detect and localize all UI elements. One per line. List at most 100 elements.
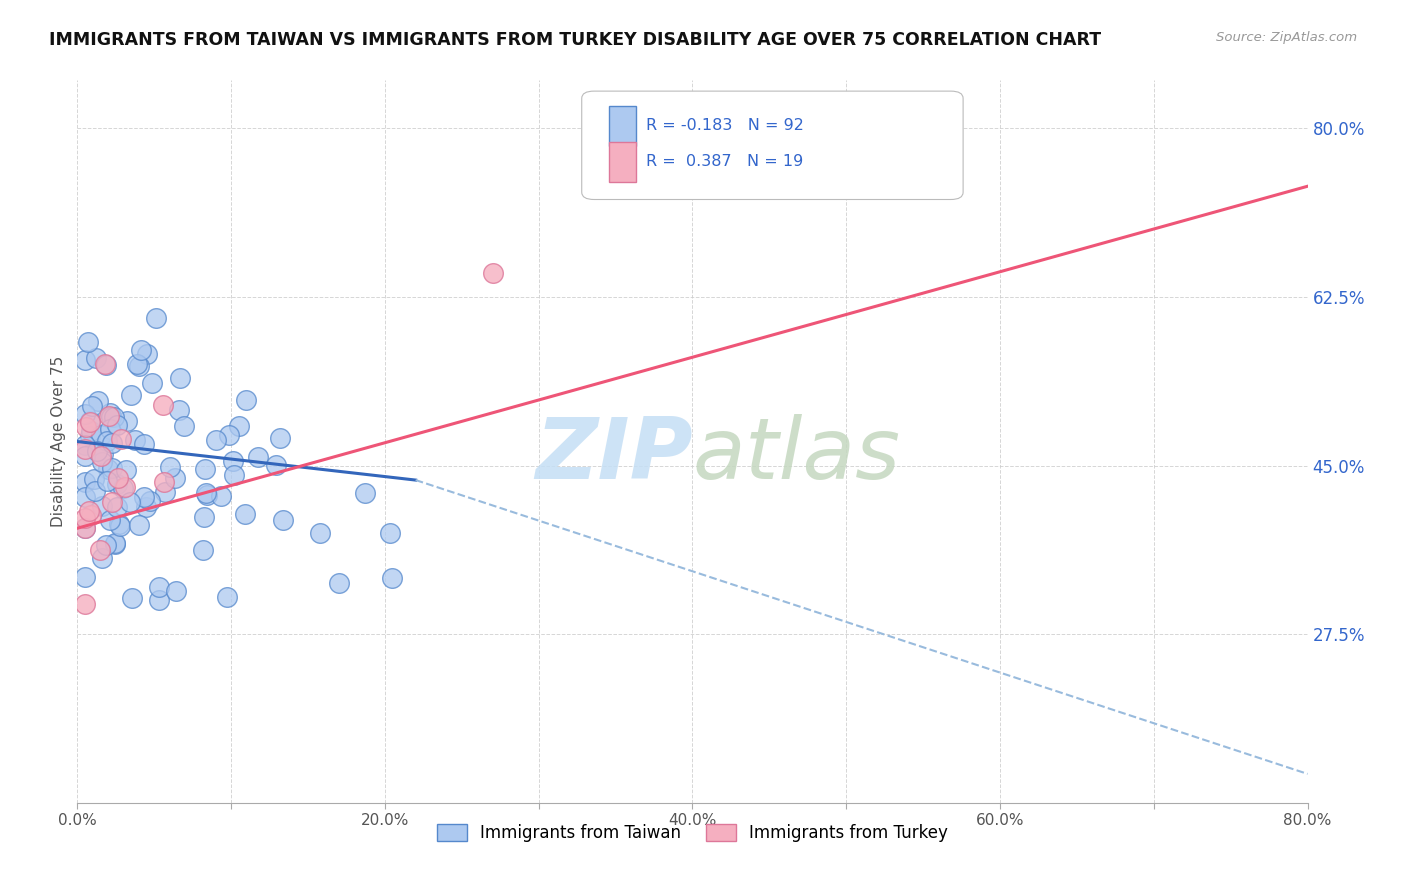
Point <box>83 484 105 499</box>
Point <box>90 449 112 463</box>
Point <box>94 358 117 372</box>
Point <box>209 489 232 503</box>
Point <box>98 513 121 527</box>
Point <box>222 454 245 468</box>
Point <box>104 535 127 549</box>
Point <box>269 431 291 445</box>
Point <box>271 513 294 527</box>
Point <box>378 526 401 541</box>
Point <box>481 266 503 280</box>
Point <box>73 490 96 504</box>
Point <box>148 592 170 607</box>
Point <box>191 543 214 558</box>
Point <box>264 458 287 472</box>
Point <box>86 394 108 409</box>
Point <box>73 438 96 452</box>
FancyBboxPatch shape <box>582 91 963 200</box>
Point <box>121 591 143 605</box>
Text: ZIP: ZIP <box>534 415 693 498</box>
Point <box>328 575 350 590</box>
Point <box>73 442 96 456</box>
Point <box>205 433 228 447</box>
Bar <box>609 142 636 182</box>
Point <box>97 409 120 423</box>
Point <box>77 335 100 350</box>
Point <box>79 414 101 428</box>
Point <box>125 357 148 371</box>
Point <box>73 511 96 525</box>
Point <box>96 434 118 449</box>
Point <box>167 403 190 417</box>
Point <box>105 500 128 515</box>
Point <box>381 571 404 585</box>
Point <box>121 388 143 402</box>
Point <box>134 437 156 451</box>
Point <box>73 521 96 535</box>
Point <box>79 415 101 429</box>
Point <box>73 598 96 612</box>
Point <box>110 432 132 446</box>
Point <box>165 471 187 485</box>
Point <box>354 486 377 500</box>
Text: Source: ZipAtlas.com: Source: ZipAtlas.com <box>1216 31 1357 45</box>
Point <box>153 475 176 490</box>
Point <box>100 410 122 425</box>
Point <box>115 414 138 428</box>
Point <box>94 357 117 371</box>
Point <box>173 418 195 433</box>
Legend: Immigrants from Taiwan, Immigrants from Turkey: Immigrants from Taiwan, Immigrants from … <box>430 817 955 848</box>
Point <box>108 519 131 533</box>
Text: atlas: atlas <box>693 415 900 498</box>
Point <box>148 580 170 594</box>
Point <box>131 343 153 358</box>
Point <box>169 371 191 385</box>
Point <box>77 504 100 518</box>
Point <box>73 475 96 490</box>
Point <box>90 499 112 513</box>
Point <box>218 428 240 442</box>
Text: IMMIGRANTS FROM TAIWAN VS IMMIGRANTS FROM TURKEY DISABILITY AGE OVER 75 CORRELAT: IMMIGRANTS FROM TAIWAN VS IMMIGRANTS FRO… <box>49 31 1101 49</box>
Point <box>104 536 127 550</box>
Point <box>159 459 181 474</box>
Point <box>120 495 142 509</box>
Point <box>79 508 101 522</box>
Point <box>108 516 131 531</box>
Point <box>91 551 114 566</box>
Bar <box>609 106 636 145</box>
Point <box>89 543 111 558</box>
Point <box>96 538 118 552</box>
Point <box>195 486 218 500</box>
Point <box>100 422 122 436</box>
Y-axis label: Disability Age Over 75: Disability Age Over 75 <box>51 356 66 527</box>
Point <box>135 500 157 515</box>
Point <box>103 410 125 425</box>
Point <box>128 517 150 532</box>
Point <box>75 420 97 434</box>
Point <box>139 493 162 508</box>
Point <box>73 570 96 584</box>
Point <box>100 436 122 450</box>
Point <box>235 392 257 407</box>
Point <box>96 474 118 488</box>
Point <box>233 507 256 521</box>
Point <box>124 434 146 448</box>
Point <box>152 398 174 412</box>
Point <box>83 472 105 486</box>
Point <box>228 419 250 434</box>
Point <box>166 584 188 599</box>
Point <box>246 450 269 464</box>
Point <box>80 399 103 413</box>
Point <box>91 446 114 460</box>
Point <box>90 428 112 442</box>
Point <box>222 467 245 482</box>
Point <box>195 488 218 502</box>
Point <box>145 311 167 326</box>
Point <box>105 476 128 491</box>
Point <box>132 491 155 505</box>
Point <box>91 454 114 468</box>
Point <box>86 444 108 458</box>
Point <box>141 376 163 390</box>
Point <box>193 509 215 524</box>
Point <box>153 484 176 499</box>
Point <box>114 463 136 477</box>
